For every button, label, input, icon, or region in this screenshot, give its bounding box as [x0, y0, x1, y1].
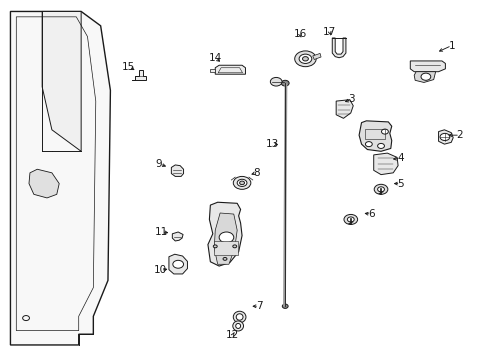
Polygon shape [10, 12, 110, 345]
Circle shape [343, 215, 357, 225]
Polygon shape [215, 65, 245, 74]
Text: 9: 9 [156, 159, 162, 169]
Circle shape [233, 176, 250, 189]
Circle shape [299, 54, 311, 63]
Ellipse shape [235, 323, 240, 328]
Circle shape [281, 80, 288, 86]
Bar [214, 241, 237, 255]
Polygon shape [210, 69, 215, 72]
Circle shape [239, 181, 244, 185]
Text: 17: 17 [323, 27, 336, 37]
Text: 15: 15 [122, 62, 135, 72]
Polygon shape [438, 130, 452, 144]
Ellipse shape [232, 321, 243, 331]
Text: 4: 4 [396, 153, 403, 163]
Text: 12: 12 [226, 330, 239, 340]
Polygon shape [171, 165, 183, 176]
Polygon shape [413, 72, 435, 82]
Circle shape [302, 57, 308, 61]
Circle shape [270, 77, 282, 86]
Circle shape [365, 141, 371, 147]
Ellipse shape [236, 314, 243, 320]
Polygon shape [172, 232, 183, 241]
Ellipse shape [233, 311, 245, 323]
Polygon shape [168, 254, 187, 274]
Circle shape [232, 245, 236, 248]
Circle shape [213, 245, 217, 248]
Text: 16: 16 [293, 30, 306, 39]
Text: 1: 1 [447, 41, 454, 50]
Circle shape [282, 304, 287, 309]
Circle shape [219, 232, 233, 243]
Circle shape [439, 134, 449, 140]
Text: 7: 7 [255, 301, 262, 311]
Text: 2: 2 [456, 130, 463, 140]
Bar [365, 129, 384, 139]
Text: 11: 11 [155, 227, 168, 237]
Circle shape [420, 73, 430, 80]
Circle shape [346, 217, 353, 222]
Text: 14: 14 [208, 53, 222, 63]
Text: 3: 3 [348, 94, 354, 104]
Circle shape [294, 51, 316, 67]
Text: 10: 10 [154, 265, 167, 275]
Circle shape [381, 129, 387, 134]
Polygon shape [42, 12, 81, 151]
Polygon shape [331, 38, 345, 58]
Polygon shape [312, 53, 321, 59]
Polygon shape [358, 121, 391, 151]
Polygon shape [409, 61, 445, 72]
Circle shape [377, 187, 384, 192]
Polygon shape [132, 69, 146, 80]
Circle shape [237, 179, 246, 186]
Circle shape [377, 143, 384, 148]
Text: 8: 8 [252, 168, 259, 178]
Text: 13: 13 [265, 139, 279, 149]
Text: 6: 6 [367, 209, 374, 219]
Text: 5: 5 [396, 179, 403, 189]
Polygon shape [335, 100, 352, 118]
Circle shape [223, 257, 226, 260]
Polygon shape [207, 202, 242, 266]
Polygon shape [373, 153, 397, 175]
Polygon shape [214, 213, 237, 264]
Circle shape [373, 184, 387, 194]
Circle shape [172, 260, 183, 268]
Polygon shape [29, 169, 59, 198]
